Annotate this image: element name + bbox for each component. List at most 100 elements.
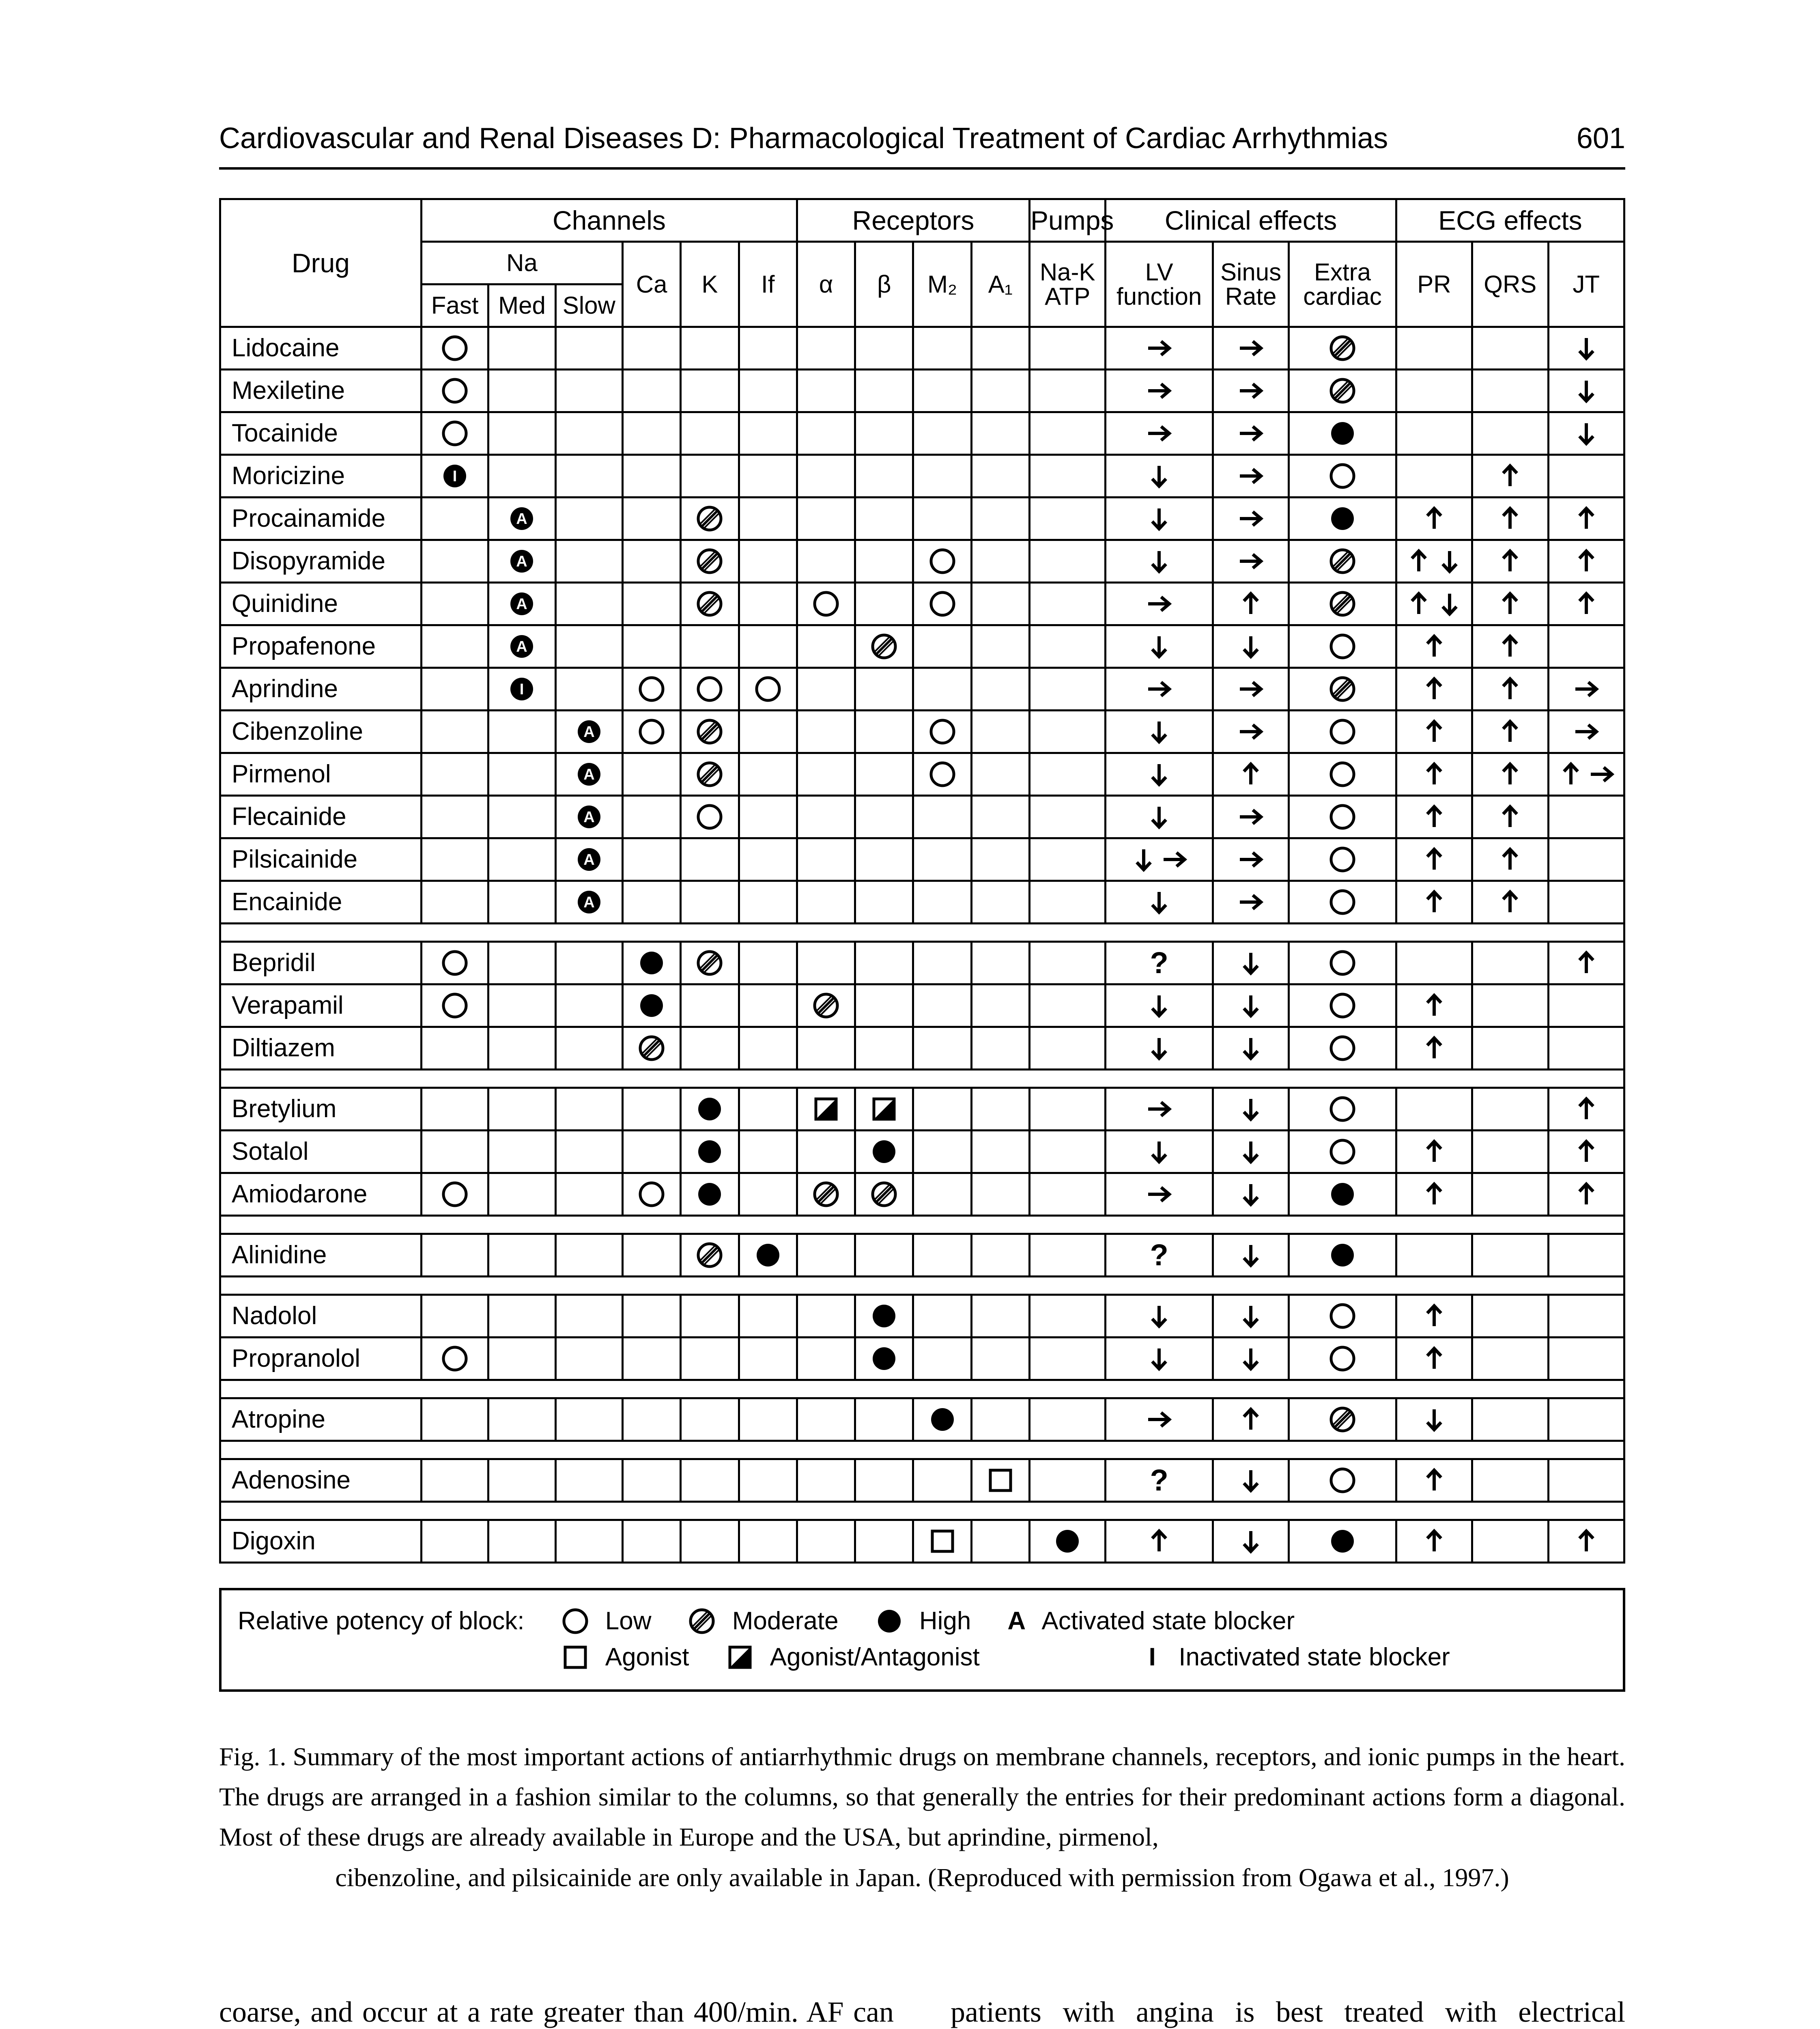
cell [739, 1234, 797, 1277]
cell: A [555, 796, 622, 838]
cell [1106, 984, 1213, 1027]
drug-name: Propafenone [220, 625, 422, 668]
legend-item: I Inactivated state blocker [1149, 1643, 1450, 1671]
cell [1213, 1234, 1289, 1277]
cell [971, 753, 1029, 796]
cell [971, 412, 1029, 455]
cell [1106, 540, 1213, 583]
cell [1213, 583, 1289, 625]
cell [1213, 1520, 1289, 1563]
cell [1030, 984, 1106, 1027]
cell [913, 1131, 971, 1173]
cell [1472, 942, 1548, 984]
cell [797, 625, 855, 668]
cell [421, 1520, 488, 1563]
cell [971, 942, 1029, 984]
col-lv: LVfunction [1106, 242, 1213, 327]
svg-text:A: A [583, 809, 594, 826]
cell [1213, 327, 1289, 370]
cell [1472, 1295, 1548, 1338]
cell [797, 711, 855, 753]
col-a1: A₁ [971, 242, 1029, 327]
cell [681, 370, 739, 412]
cell [488, 796, 555, 838]
cell [1396, 625, 1472, 668]
cell [488, 1295, 555, 1338]
cell [1289, 711, 1396, 753]
cell [555, 668, 622, 711]
cell [1472, 370, 1548, 412]
cell [1396, 1338, 1472, 1380]
cell [971, 1027, 1029, 1070]
cell [739, 1131, 797, 1173]
cell [913, 498, 971, 540]
cell [1289, 540, 1396, 583]
drug-name: Alinidine [220, 1234, 422, 1277]
col-na-med: Med [488, 284, 555, 327]
cell [681, 711, 739, 753]
cell [1472, 1027, 1548, 1070]
table-row: Bretylium [220, 1088, 1624, 1131]
cell [555, 984, 622, 1027]
table-spacer [220, 1216, 1624, 1234]
legend-item: High [875, 1607, 971, 1635]
cell [681, 942, 739, 984]
cell [1106, 668, 1213, 711]
cell [913, 1027, 971, 1070]
cell [1289, 412, 1396, 455]
cell [488, 1088, 555, 1131]
cell [913, 1338, 971, 1380]
cell [622, 583, 680, 625]
cell [1213, 540, 1289, 583]
col-na-fast: Fast [421, 284, 488, 327]
cell [913, 668, 971, 711]
cell [681, 1295, 739, 1338]
cell [1472, 1234, 1548, 1277]
cell [797, 668, 855, 711]
cell [555, 370, 622, 412]
cell [1548, 1338, 1624, 1380]
cell [488, 1131, 555, 1173]
cell [1472, 412, 1548, 455]
cell [1289, 1131, 1396, 1173]
cell [1106, 1131, 1213, 1173]
col-beta: β [855, 242, 913, 327]
cell [622, 753, 680, 796]
cell [488, 881, 555, 924]
cell [913, 796, 971, 838]
cell [1289, 455, 1396, 498]
drug-name: Atropine [220, 1398, 422, 1441]
cell [1472, 1173, 1548, 1216]
cell [1106, 327, 1213, 370]
drug-name: Verapamil [220, 984, 422, 1027]
page-number: 601 [1577, 122, 1625, 155]
cell [797, 881, 855, 924]
table-row: Moricizine I [220, 455, 1624, 498]
cell [855, 412, 913, 455]
cell [1213, 1173, 1289, 1216]
cell [797, 540, 855, 583]
col-jt: JT [1548, 242, 1624, 327]
table-row: Tocainide [220, 412, 1624, 455]
cell [855, 540, 913, 583]
col-m2: M₂ [913, 242, 971, 327]
cell [855, 1459, 913, 1502]
cell [971, 1131, 1029, 1173]
colgroup-receptors: Receptors [797, 199, 1029, 242]
cell [1548, 412, 1624, 455]
cell [1396, 984, 1472, 1027]
cell [1030, 668, 1106, 711]
cell [421, 984, 488, 1027]
cell [971, 583, 1029, 625]
cell [971, 1338, 1029, 1380]
cell [1106, 498, 1213, 540]
cell [971, 838, 1029, 881]
table-row: Verapamil [220, 984, 1624, 1027]
cell [1213, 370, 1289, 412]
cell [739, 796, 797, 838]
legend-item: Agonist/Antagonist [726, 1643, 980, 1671]
cell [739, 370, 797, 412]
cell [1213, 1131, 1289, 1173]
drug-table: Drug Channels Receptors Pumps Clinical e… [219, 198, 1625, 1564]
cell [622, 796, 680, 838]
